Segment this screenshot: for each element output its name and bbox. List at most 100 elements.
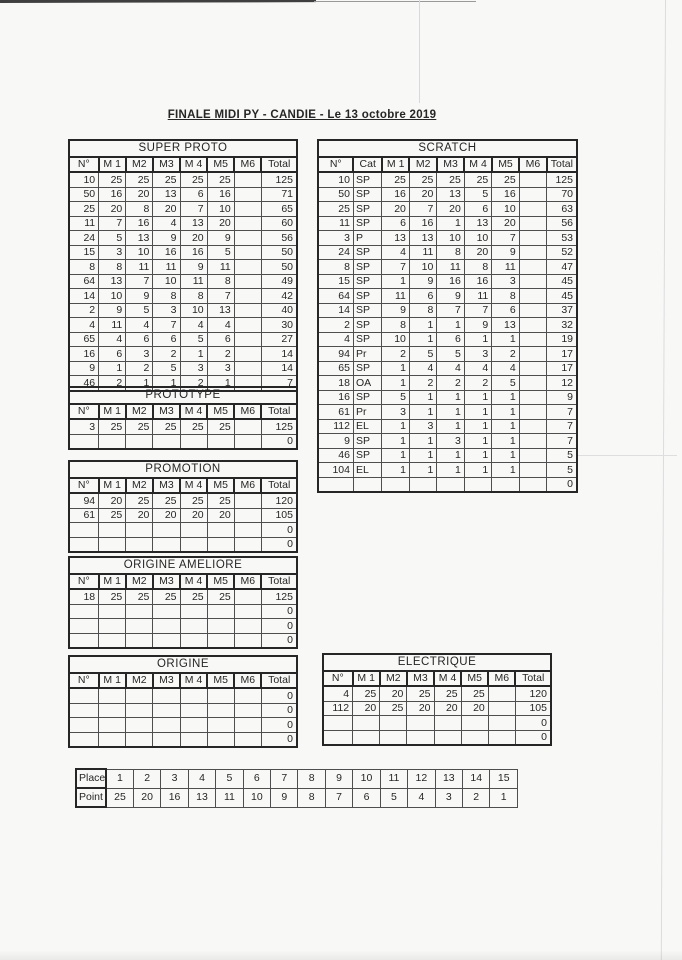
cell-number: 112 bbox=[322, 700, 354, 716]
cell-number: 8 bbox=[68, 259, 100, 275]
cell-category: SP bbox=[352, 186, 383, 202]
cell-manche: 1 bbox=[491, 418, 520, 434]
cell-category: SP bbox=[352, 215, 383, 231]
cell-manche bbox=[233, 536, 262, 553]
column-header: M 4 bbox=[178, 403, 209, 420]
cell-manche bbox=[152, 731, 181, 748]
cell-number bbox=[68, 731, 100, 748]
cell-manche bbox=[433, 729, 462, 746]
cell-manche: 6 bbox=[491, 302, 520, 318]
cell-manche: 10 bbox=[381, 331, 410, 347]
cell-manche: 25 bbox=[206, 588, 235, 605]
cell-manche bbox=[179, 522, 208, 538]
cell-manche bbox=[233, 244, 262, 260]
cell-manche bbox=[206, 717, 235, 733]
cell-category bbox=[352, 476, 383, 493]
column-header: M2 bbox=[124, 573, 154, 590]
cell-total: 120 bbox=[260, 492, 298, 509]
cell-total: 5 bbox=[546, 447, 578, 463]
cell-manche: 10 bbox=[152, 273, 181, 289]
cell-manche bbox=[491, 476, 520, 493]
cell-manche: 20 bbox=[125, 186, 154, 202]
cell-manche bbox=[233, 215, 262, 231]
cell-number: 3 bbox=[68, 418, 100, 435]
cell-manche: 16 bbox=[98, 186, 127, 202]
cell-total: 0 bbox=[260, 717, 298, 733]
cell-manche: 6 bbox=[152, 331, 181, 347]
cell-total: 105 bbox=[514, 700, 552, 716]
cell-manche: 1 bbox=[463, 418, 493, 434]
cell-manche: 1 bbox=[463, 331, 493, 347]
cell-manche: 3 bbox=[491, 273, 520, 289]
cell-manche bbox=[233, 186, 262, 202]
cell-number: 64 bbox=[317, 288, 354, 304]
cell-manche: 1 bbox=[408, 462, 438, 478]
cell-manche: 5 bbox=[436, 346, 465, 362]
table-origine-amelioree: ORIGINE AMELIORE N° M 1 M2 M3 M 4 M5 M6 Total 18 2… bbox=[68, 556, 298, 649]
cell-number: 25 bbox=[317, 201, 354, 217]
cell-category: SP bbox=[352, 317, 383, 333]
cell-manche bbox=[233, 201, 262, 217]
cell-manche bbox=[125, 522, 154, 538]
cell-manche bbox=[152, 433, 181, 450]
table-row: 4 25 20 25 25 25 120 bbox=[322, 685, 552, 702]
cell-manche: 25 bbox=[463, 171, 493, 188]
column-header: M5 bbox=[490, 156, 521, 173]
column-header: M6 bbox=[233, 403, 263, 420]
table-header-row: N° Cat M 1 M2 M3 M 4 M5 M6 Total bbox=[316, 156, 579, 173]
cell-manche: 20 bbox=[152, 507, 181, 523]
point-value: 8 bbox=[297, 787, 326, 808]
cell-manche: 1 bbox=[408, 404, 438, 420]
cell-number: 15 bbox=[68, 244, 100, 260]
column-header: M5 bbox=[206, 156, 236, 173]
column-header: N° bbox=[68, 403, 100, 420]
place-value: 13 bbox=[434, 768, 464, 789]
cell-manche bbox=[206, 433, 235, 450]
cell-manche bbox=[518, 302, 548, 318]
cell-manche: 11 bbox=[206, 259, 235, 275]
table-row: 64 13 7 10 11 8 49 bbox=[68, 273, 298, 289]
cell-manche: 10 bbox=[179, 302, 208, 318]
cell-number: 2 bbox=[317, 317, 354, 333]
cell-total: 0 bbox=[260, 522, 298, 538]
cell-manche: 16 bbox=[408, 215, 438, 231]
column-header: M 4 bbox=[463, 156, 493, 173]
table-header-row: N° M 1 M2 M3 M 4 M5 M6 Total bbox=[68, 477, 298, 494]
cell-manche: 4 bbox=[408, 360, 438, 376]
cell-manche: 25 bbox=[381, 171, 410, 188]
table-header-row: N° M 1 M2 M3 M 4 M5 M6 Total bbox=[68, 573, 298, 590]
column-header: M3 bbox=[151, 573, 182, 590]
cell-manche: 9 bbox=[381, 302, 410, 318]
cell-manche: 25 bbox=[125, 492, 154, 509]
cell-number bbox=[68, 433, 100, 450]
column-header: Total bbox=[260, 672, 298, 689]
column-header: M 1 bbox=[97, 672, 127, 689]
cell-manche bbox=[179, 717, 208, 733]
table-header-row: N° M 1 M2 M3 M 4 M5 M6 Total bbox=[68, 156, 298, 173]
cell-manche: 8 bbox=[206, 273, 235, 289]
cell-manche: 1 bbox=[381, 375, 410, 391]
table-row: 0 bbox=[68, 522, 298, 538]
cell-manche bbox=[233, 433, 262, 450]
cell-manche bbox=[233, 702, 262, 718]
cell-manche: 1 bbox=[491, 462, 520, 478]
cell-total: 27 bbox=[260, 331, 298, 347]
cell-manche bbox=[518, 346, 548, 362]
cell-manche: 7 bbox=[152, 317, 181, 333]
table-row: 0 bbox=[317, 476, 578, 493]
cell-number: 25 bbox=[68, 201, 100, 217]
table-row: 0 bbox=[68, 433, 298, 450]
cell-manche: 8 bbox=[98, 259, 127, 275]
cell-manche: 1 bbox=[381, 273, 410, 289]
cell-category: SP bbox=[352, 360, 383, 376]
cell-manche bbox=[98, 433, 127, 450]
results-table: PROTOTYPE N° M 1 M2 M3 M 4 M5 M6 Total 3 25 25 25 25 2… bbox=[68, 386, 298, 450]
cell-manche bbox=[487, 729, 516, 746]
cell-manche: 1 bbox=[436, 317, 465, 333]
cell-manche: 7 bbox=[98, 215, 127, 231]
column-header: M6 bbox=[233, 672, 263, 689]
column-header: M3 bbox=[405, 670, 436, 687]
cell-category: EL bbox=[352, 418, 383, 434]
point-value: 25 bbox=[105, 787, 134, 808]
cell-manche bbox=[518, 230, 548, 246]
